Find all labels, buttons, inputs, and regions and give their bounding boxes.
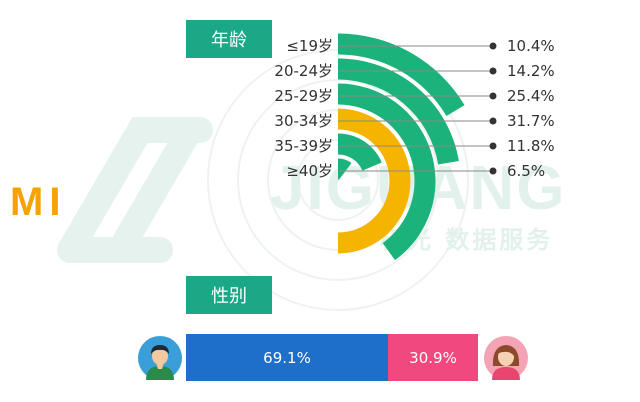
age-arc-4 <box>338 133 382 171</box>
age-value-label-3: 31.7% <box>507 112 555 130</box>
age-value-label-1: 14.2% <box>507 62 555 80</box>
age-leader-dot-3 <box>489 117 497 125</box>
gender-bar-male: 69.1% <box>186 334 388 381</box>
age-category-label-0: ≤19岁 <box>286 37 333 55</box>
age-arc-2 <box>338 83 436 261</box>
age-arc-3 <box>338 108 411 254</box>
age-category-label-5: ≥40岁 <box>286 162 333 180</box>
gender-bar-female: 30.9% <box>388 334 478 381</box>
gender-section-header: 性别 <box>186 276 272 314</box>
age-leader-dot-0 <box>489 42 497 50</box>
age-leader-dot-4 <box>489 142 497 150</box>
age-category-label-4: 35-39岁 <box>274 137 333 155</box>
age-leader-dot-1 <box>489 67 497 75</box>
age-leader-dot-2 <box>489 92 497 100</box>
female-avatar-icon <box>484 336 528 380</box>
age-value-label-5: 6.5% <box>507 162 545 180</box>
age-leader-dot-5 <box>489 167 497 175</box>
age-category-label-3: 30-34岁 <box>274 112 333 130</box>
age-arc-1 <box>338 58 459 165</box>
age-category-label-1: 20-24岁 <box>274 62 333 80</box>
age-section-header: 年龄 <box>186 20 272 58</box>
age-arc-0 <box>338 33 465 116</box>
age-category-label-2: 25-29岁 <box>274 87 333 105</box>
male-avatar-icon <box>138 336 182 380</box>
female-percent-label: 30.9% <box>409 348 457 367</box>
age-value-label-0: 10.4% <box>507 37 555 55</box>
age-arc-5 <box>338 158 352 180</box>
male-percent-label: 69.1% <box>263 348 311 367</box>
brand-logo: MI <box>10 180 67 224</box>
age-value-label-4: 11.8% <box>507 137 555 155</box>
age-value-label-2: 25.4% <box>507 87 555 105</box>
